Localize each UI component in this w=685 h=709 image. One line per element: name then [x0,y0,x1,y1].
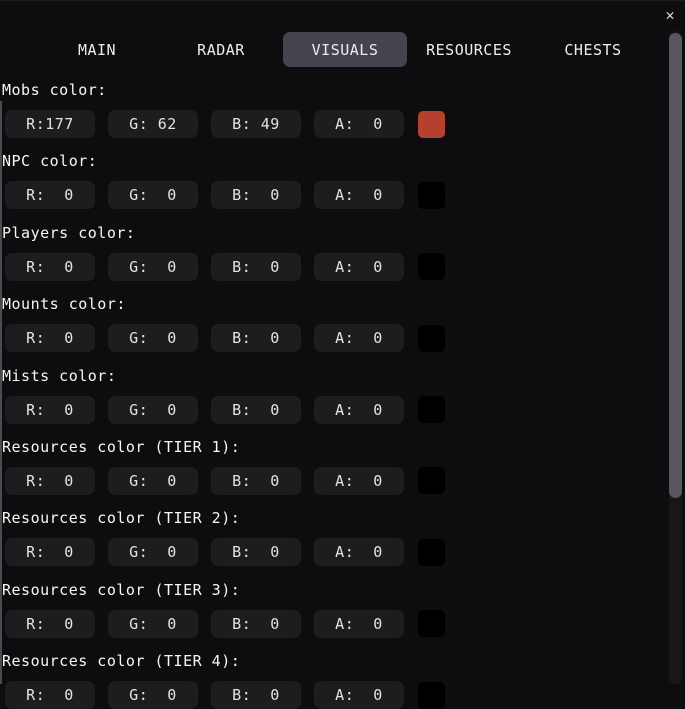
g-value-input[interactable]: G: 0 [108,609,198,638]
b-value-input[interactable]: B: 0 [211,181,301,210]
color-section: Resources color (TIER 3): R: 0 G: 0 B: 0 A: … [2,580,685,638]
r-value-input[interactable]: R: 0 [5,181,95,210]
rgba-row: R: 0 G: 0 B: 0 A: 0 [5,324,685,353]
section-label: Players color: [2,223,136,242]
section-label: Mobs color: [2,81,107,99]
g-value-input[interactable]: G: 0 [108,538,198,567]
b-value-input[interactable]: B: 0 [211,395,301,424]
g-value-input[interactable]: G: 0 [108,466,198,495]
color-section: NPC color: R: 0 G: 0 B: 0 A: 0 [2,152,685,210]
a-value-input[interactable]: A: 0 [314,609,404,638]
b-value-input[interactable]: B: 0 [211,609,301,638]
tab-visuals[interactable]: VISUALS [283,32,407,67]
r-value-input[interactable]: R: 0 [5,324,95,353]
color-swatch[interactable] [418,681,445,709]
rgba-row: R: 0 G: 0 B: 0 A: 0 [5,609,685,638]
color-section: Resources color (TIER 1): R: 0 G: 0 B: 0 A: … [2,437,685,495]
section-label: NPC color: [2,152,98,171]
b-value-input[interactable]: B: 0 [211,466,301,495]
tab-resources[interactable]: RESOURCES [426,40,512,59]
color-section: Mobs color: R:177 G: 62 B: 49 A: 0 [2,81,685,138]
color-section: Mists color: R: 0 G: 0 B: 0 A: 0 [2,366,685,424]
tab-chests[interactable]: CHESTS [564,40,622,59]
a-value-input[interactable]: A: 0 [314,538,404,567]
color-swatch[interactable] [418,110,445,138]
a-value-input[interactable]: A: 0 [314,324,404,353]
titlebar: ✕ [0,1,685,32]
section-label: Resources color (TIER 2): [2,509,241,528]
b-value-input[interactable]: B: 0 [211,681,301,709]
a-value-input[interactable]: A: 0 [314,681,404,709]
scrollbar-track[interactable] [669,31,682,684]
b-value-input[interactable]: B: 0 [211,252,301,281]
color-swatch[interactable] [418,253,445,281]
rgba-row: R: 0 G: 0 B: 0 A: 0 [5,181,685,210]
color-section: Players color: R: 0 G: 0 B: 0 A: 0 [2,223,685,281]
r-value-input[interactable]: R: 0 [5,395,95,424]
tab-main[interactable]: MAIN [77,40,117,59]
close-icon[interactable]: ✕ [659,4,681,26]
color-swatch[interactable] [418,467,445,495]
r-value-input[interactable]: R: 0 [5,609,95,638]
g-value-input[interactable]: G: 0 [108,324,198,353]
a-value-input[interactable]: A: 0 [314,395,404,424]
color-section: Resources color (TIER 2): R: 0 G: 0 B: 0 A: … [2,509,685,567]
section-label: Mounts color: [2,295,126,314]
a-value-input[interactable]: A: 0 [314,110,404,138]
g-value-input[interactable]: G: 0 [108,681,198,709]
rgba-row: R: 0 G: 0 B: 0 A: 0 [5,252,685,281]
rgba-row: R: 0 G: 0 B: 0 A: 0 [5,466,685,495]
g-value-input[interactable]: G: 0 [108,252,198,281]
color-swatch[interactable] [418,610,445,638]
g-value-input[interactable]: G: 0 [108,181,198,210]
color-section: Mounts color: R: 0 G: 0 B: 0 A: 0 [2,295,685,353]
color-swatch[interactable] [418,538,445,566]
color-swatch[interactable] [418,181,445,209]
visuals-settings-panel: Mobs color: R:177 G: 62 B: 49 A: 0 NPC color:… [0,67,685,709]
color-section: Resources color (TIER 4): R: 0 G: 0 B: 0 A: … [2,652,685,709]
rgba-row: R: 0 G: 0 B: 0 A: 0 [5,681,685,709]
color-swatch[interactable] [418,396,445,424]
tab-bar: MAIN RADAR VISUALS RESOURCES CHESTS [0,32,685,67]
section-label: Resources color (TIER 4): [2,652,241,671]
g-value-input[interactable]: G: 62 [108,110,198,138]
g-value-input[interactable]: G: 0 [108,395,198,424]
r-value-input[interactable]: R: 0 [5,252,95,281]
r-value-input[interactable]: R:177 [5,110,95,138]
r-value-input[interactable]: R: 0 [5,466,95,495]
a-value-input[interactable]: A: 0 [314,252,404,281]
b-value-input[interactable]: B: 0 [211,324,301,353]
a-value-input[interactable]: A: 0 [314,466,404,495]
b-value-input[interactable]: B: 0 [211,538,301,567]
left-edge-strip [0,101,2,684]
rgba-row: R:177 G: 62 B: 49 A: 0 [5,110,685,138]
section-label: Mists color: [2,366,117,385]
scrollbar-thumb[interactable] [669,33,682,498]
color-swatch[interactable] [418,324,445,352]
r-value-input[interactable]: R: 0 [5,538,95,567]
tab-radar[interactable]: RADAR [197,40,245,59]
r-value-input[interactable]: R: 0 [5,681,95,709]
a-value-input[interactable]: A: 0 [314,181,404,210]
section-label: Resources color (TIER 1): [2,437,241,456]
b-value-input[interactable]: B: 49 [211,110,301,138]
section-label: Resources color (TIER 3): [2,580,241,599]
rgba-row: R: 0 G: 0 B: 0 A: 0 [5,538,685,567]
rgba-row: R: 0 G: 0 B: 0 A: 0 [5,395,685,424]
